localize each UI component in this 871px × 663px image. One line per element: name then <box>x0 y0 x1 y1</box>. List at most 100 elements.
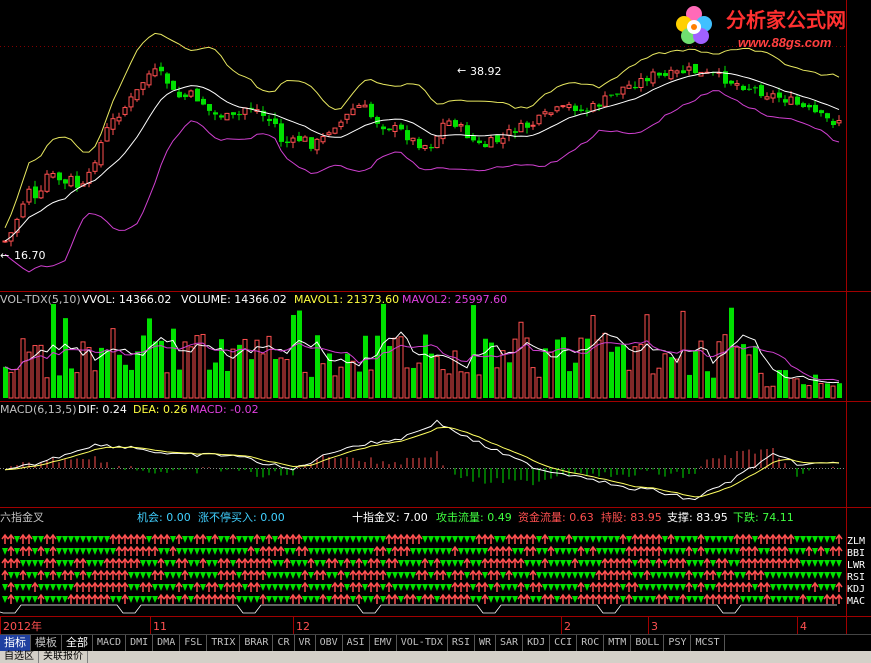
tab-roc[interactable]: ROC <box>577 635 605 651</box>
macd-panel[interactable] <box>4 419 840 501</box>
tab-watchlist[interactable]: 自选区 <box>0 651 39 663</box>
tab-cr[interactable]: CR <box>273 635 295 651</box>
signal-up-arrow <box>631 545 639 556</box>
tab-trix[interactable]: TRIX <box>207 635 241 651</box>
tab-related-quotes[interactable]: 关联报价 <box>39 651 88 663</box>
candle-up <box>566 104 572 109</box>
volume-panel[interactable] <box>3 303 842 399</box>
signal-down-triangle <box>14 572 20 579</box>
signal-down-triangle <box>350 548 356 555</box>
tab-sar[interactable]: SAR <box>496 635 524 651</box>
tab-vr[interactable]: VR <box>295 635 316 651</box>
signal-row-label-zlm: ZLM <box>847 536 865 547</box>
signal-up-arrow <box>103 593 111 604</box>
volume-bar-down <box>729 307 734 398</box>
signal-down-triangle <box>536 536 542 543</box>
signal-down-triangle <box>692 584 698 591</box>
price-panel[interactable] <box>2 32 842 273</box>
tab-macd[interactable]: MACD <box>93 635 127 651</box>
signal-up-arrow <box>463 581 471 592</box>
signal-down-triangle <box>458 548 464 555</box>
boll-lower-line <box>4 90 840 273</box>
signal-down-triangle <box>830 536 836 543</box>
signal-panel[interactable] <box>0 533 843 614</box>
signal-up-arrow <box>727 569 735 580</box>
signal-row-label-kdj: KDJ <box>847 584 865 595</box>
tab-emv[interactable]: EMV <box>370 635 397 651</box>
signal-down-triangle <box>560 584 566 591</box>
candle-down <box>429 147 434 149</box>
tab-asi[interactable]: ASI <box>343 635 370 651</box>
signal-down-triangle <box>344 548 350 555</box>
indicator-tabs[interactable]: 指标 模板 全部 MACD DMI DMA FSL TRIX BRAR CR VR OBV ASI EMV… <box>0 634 871 651</box>
candle-down <box>33 186 38 199</box>
signal-up-arrow <box>721 593 729 604</box>
volume-bar-down <box>561 337 566 398</box>
tab-rsi[interactable]: RSI <box>448 635 475 651</box>
signal-up-arrow <box>277 533 285 544</box>
signal-up-arrow <box>505 533 513 544</box>
signal-down-triangle <box>404 560 410 567</box>
signal-down-triangle <box>812 560 818 567</box>
stock-chart[interactable]: ← 38.92 ← 16.70 VOL-TDX(5,10) VVOL: 1436… <box>0 0 871 634</box>
tab-brar[interactable]: BRAR <box>240 635 274 651</box>
signal-down-triangle <box>836 560 842 567</box>
signal-up-arrow <box>271 545 279 556</box>
candle-down <box>495 135 500 143</box>
macd-header: MACD(6,13,5) DIF: 0.24 DEA: 0.26 MACD: -… <box>0 403 259 416</box>
signal-down-triangle <box>218 548 224 555</box>
signal-up-arrow <box>451 593 459 604</box>
tab-template[interactable]: 模板 <box>31 635 62 651</box>
candle-up <box>542 111 548 115</box>
signal-down-triangle <box>650 560 656 567</box>
signal-up-arrow <box>739 557 747 568</box>
signal-up-arrow <box>739 581 747 592</box>
signal-up-arrow <box>181 593 189 604</box>
signal-up-arrow <box>655 557 663 568</box>
signal-up-arrow <box>331 557 339 568</box>
tab-mtm[interactable]: MTM <box>604 635 632 651</box>
tab-cci[interactable]: CCI <box>550 635 578 651</box>
tab-fsl[interactable]: FSL <box>180 635 208 651</box>
tab-all[interactable]: 全部 <box>62 635 93 651</box>
signal-up-arrow <box>157 557 165 568</box>
date-label: 11 <box>153 620 167 633</box>
signal-down-triangle <box>62 560 68 567</box>
signal-up-arrow <box>523 593 531 604</box>
tab-obv[interactable]: OBV <box>316 635 343 651</box>
price-high-marker: ← <box>457 64 466 77</box>
bottom-bar[interactable]: 自选区 关联报价 <box>0 651 871 663</box>
signal-down-triangle <box>32 596 38 603</box>
volume-bar-up <box>284 359 290 399</box>
signal-up-arrow <box>223 569 231 580</box>
volume-bar-down <box>345 353 350 398</box>
signal-down-triangle <box>284 596 290 603</box>
signal-down-triangle <box>806 572 812 579</box>
tab-dmi[interactable]: DMI <box>126 635 154 651</box>
signal-down-triangle <box>578 536 584 543</box>
signal-down-triangle <box>710 560 716 567</box>
signal-up-arrow <box>223 557 231 568</box>
tab-indicator[interactable]: 指标 <box>0 635 31 651</box>
tab-kdj[interactable]: KDJ <box>523 635 551 651</box>
volume-bar-down <box>381 303 386 398</box>
price-low-label: 16.70 <box>14 249 46 262</box>
candle-up <box>14 218 20 233</box>
tab-vol-tdx[interactable]: VOL-TDX <box>397 635 448 651</box>
signal-up-arrow <box>703 569 711 580</box>
signal-up-arrow <box>253 557 261 568</box>
signal-down-triangle <box>656 584 662 591</box>
tab-mcst[interactable]: MCST <box>691 635 725 651</box>
signal-up-arrow <box>373 569 381 580</box>
tab-psy[interactable]: PSY <box>664 635 692 651</box>
signal-up-arrow <box>463 557 471 568</box>
tab-dma[interactable]: DMA <box>153 635 181 651</box>
signal-up-arrow <box>25 533 33 544</box>
signal-up-arrow <box>289 533 297 544</box>
signal-up-arrow <box>781 557 789 568</box>
signal-up-arrow <box>193 593 201 604</box>
tab-boll[interactable]: BOLL <box>631 635 665 651</box>
signal-up-arrow <box>625 545 633 556</box>
tab-wr[interactable]: WR <box>475 635 497 651</box>
signal-row-label-lwr: LWR <box>847 560 866 571</box>
